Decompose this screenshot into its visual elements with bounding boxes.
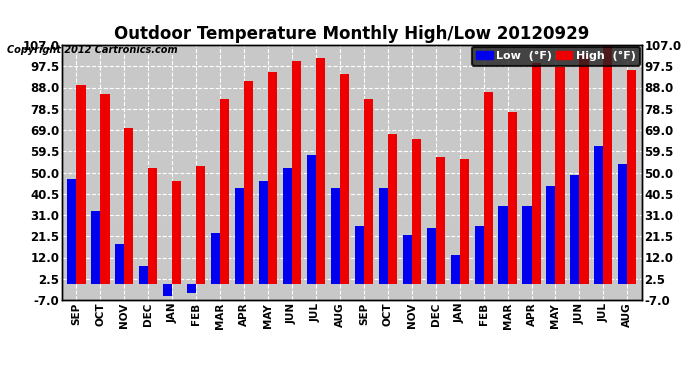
Bar (379, 188, 388, 284)
Bar (220, 99, 229, 284)
Bar (531, 63, 541, 284)
Bar (555, 68, 564, 284)
Bar (426, 228, 435, 284)
Bar (603, 45, 613, 284)
Bar (101, 94, 110, 284)
Bar (172, 182, 181, 284)
Bar (187, 284, 196, 293)
Bar (460, 159, 469, 284)
Bar (451, 255, 460, 284)
Bar (618, 164, 627, 284)
Bar (403, 235, 412, 284)
Bar (211, 233, 220, 284)
Bar (508, 112, 517, 284)
Bar (331, 188, 340, 284)
Bar (148, 168, 157, 284)
Bar (68, 179, 77, 284)
Bar (364, 99, 373, 284)
Bar (435, 157, 445, 284)
Bar (355, 226, 364, 284)
Bar (77, 85, 86, 284)
Text: Copyright 2012 Cartronics.com: Copyright 2012 Cartronics.com (7, 45, 177, 55)
Bar (546, 186, 555, 284)
Title: Outdoor Temperature Monthly High/Low 20120929: Outdoor Temperature Monthly High/Low 201… (115, 26, 589, 44)
Bar (316, 58, 325, 284)
Bar (412, 139, 421, 284)
Bar (115, 244, 124, 284)
Bar (163, 284, 172, 296)
Bar (268, 72, 277, 284)
Bar (580, 54, 589, 284)
Bar (475, 226, 484, 284)
Bar (196, 166, 206, 284)
Bar (571, 175, 580, 284)
Bar (340, 74, 349, 284)
Bar (627, 70, 636, 284)
Bar (235, 188, 244, 284)
Bar (594, 146, 603, 284)
Bar (139, 267, 148, 284)
Bar (124, 128, 133, 284)
Bar (484, 92, 493, 284)
Bar (292, 61, 301, 284)
Bar (522, 206, 531, 284)
Bar (307, 154, 316, 284)
Bar (283, 168, 292, 284)
Bar (244, 81, 253, 284)
Legend: Low  (°F), High  (°F): Low (°F), High (°F) (472, 46, 640, 66)
Bar (259, 182, 268, 284)
Bar (91, 210, 101, 284)
Bar (498, 206, 508, 284)
Bar (388, 135, 397, 284)
